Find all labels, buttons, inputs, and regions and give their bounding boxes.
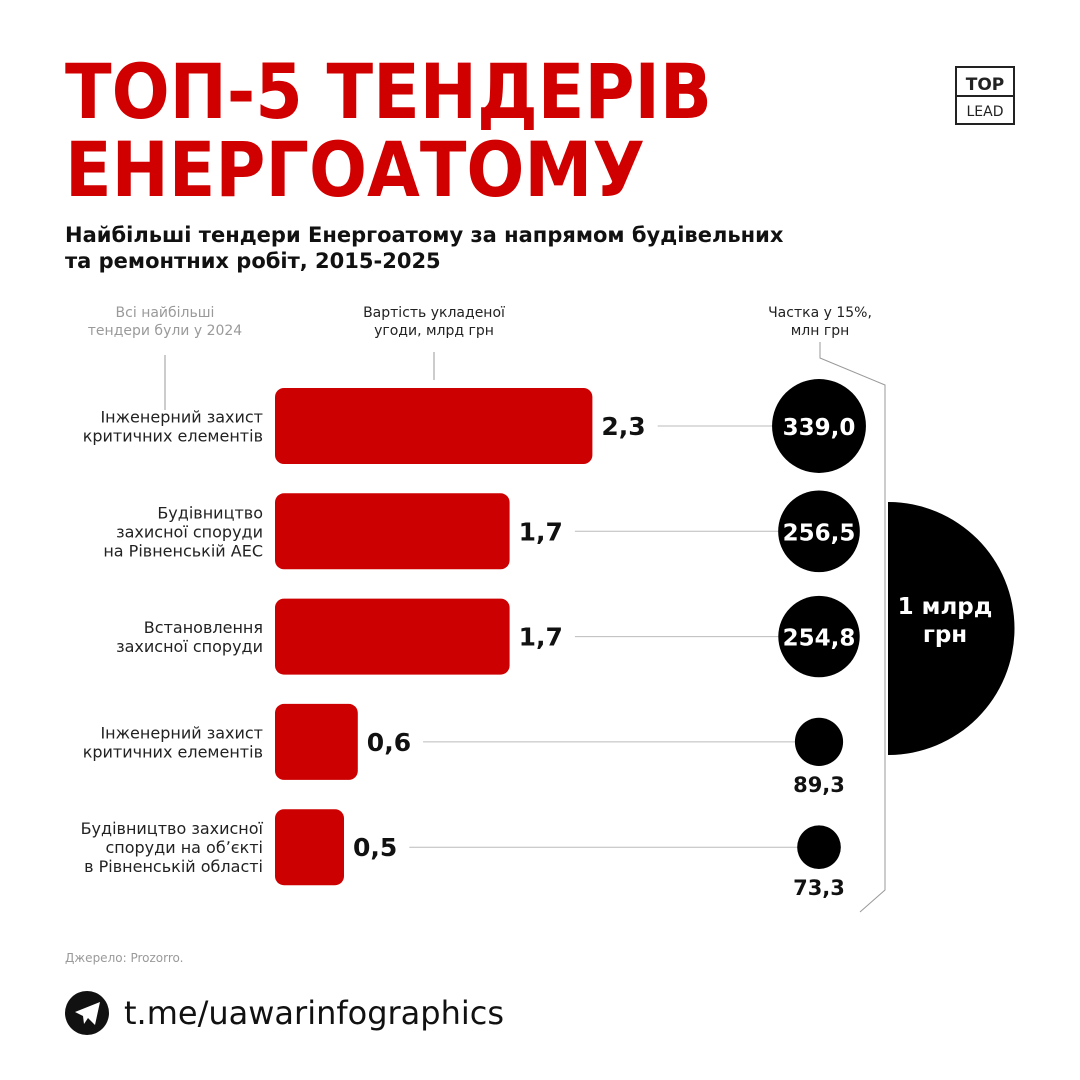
bar <box>275 493 510 570</box>
share-label: 89,3 <box>793 773 845 797</box>
share-circle <box>794 717 844 766</box>
share-label: 73,3 <box>793 876 845 900</box>
share-circle <box>778 490 860 573</box>
value-label: 0,6 <box>367 728 411 757</box>
share-circle <box>778 595 860 678</box>
share-circle <box>772 379 866 473</box>
bar <box>275 598 510 675</box>
column-header: Частка у 15%, млн грн <box>768 305 872 339</box>
category-label: Будівництво захисної споруди на обʼєкті в … <box>81 819 264 876</box>
value-label: 1,7 <box>519 517 563 546</box>
bar <box>275 809 344 886</box>
logo-top: TOP <box>966 75 1005 95</box>
logo-bottom: LEAD <box>966 104 1003 120</box>
share-label: 339,0 <box>783 415 856 441</box>
telegram-plane <box>75 1002 100 1025</box>
value-label: 0,5 <box>353 833 397 862</box>
share-label: 254,8 <box>783 626 856 652</box>
source: Джерело: Prozorro. <box>65 951 183 965</box>
total-circle <box>888 502 1015 755</box>
bar <box>275 388 593 464</box>
share-circle <box>797 825 841 870</box>
chart-title: ТОП-5 ТЕНДЕРІВ ЕНЕРГОАТОМУ <box>65 47 712 214</box>
annotation: Всі найбільші тендери були у 2024 <box>88 305 243 339</box>
category-label: Будівництво захисної споруди на Рівненські… <box>103 503 263 560</box>
share-label: 256,5 <box>783 520 856 546</box>
total-label: 1 млрд грн <box>898 594 993 648</box>
bracket <box>819 342 886 913</box>
category-label: Інженерний захист критичних елементів <box>83 408 263 446</box>
value-label: 2,3 <box>601 412 645 441</box>
category-label: Встановлення захисної споруди <box>116 618 263 656</box>
chart-subtitle: Найбільші тендери Енергоатому за напрямо… <box>65 223 784 273</box>
column-header: Вартість укладеної угоди, млрд грн <box>363 305 505 339</box>
link: t.me/uawarinfographics <box>124 994 504 1032</box>
category-label: Інженерний захист критичних елементів <box>83 723 263 761</box>
value-label: 1,7 <box>519 623 563 652</box>
bar <box>275 703 358 780</box>
